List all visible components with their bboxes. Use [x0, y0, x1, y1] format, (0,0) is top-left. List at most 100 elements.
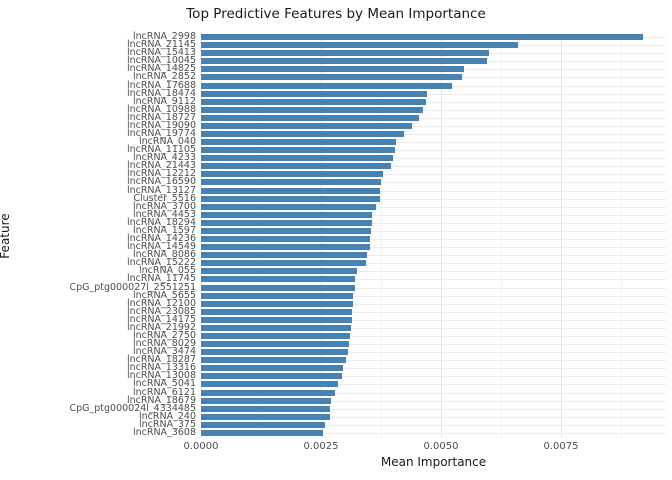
bar-lncRNA_14236 — [201, 236, 371, 243]
bar-lncRNA_11745 — [201, 276, 356, 283]
row-gridline — [201, 311, 666, 313]
y-tick-label: lncRNA_2852 — [132, 71, 196, 83]
bar-lncRNA_2750 — [201, 333, 351, 339]
bar-lncRNA_375 — [201, 421, 325, 428]
bar-lncRNA_8086 — [201, 252, 368, 259]
y-tick-label: lncRNA_18727 — [126, 111, 196, 123]
y-tick-label: lncRNA_10045 — [126, 55, 196, 67]
row-gridline — [201, 424, 666, 426]
row-gridline — [201, 198, 666, 200]
row-gridline — [201, 214, 666, 216]
y-tick-label: lncRNA_19090 — [126, 119, 196, 131]
row-gridline — [201, 206, 666, 208]
y-tick-label: lncRNA_5655 — [132, 289, 196, 301]
y-tick-label: lncRNA_18679 — [126, 394, 196, 406]
y-tick-label: lncRNA_17688 — [126, 79, 196, 91]
row-gridline — [201, 142, 666, 144]
row-gridline — [201, 327, 666, 329]
y-tick-label: lncRNA_13127 — [126, 184, 196, 196]
row-gridline — [201, 230, 666, 232]
y-tick-label: lncRNA_18287 — [126, 354, 196, 366]
plot-panel — [201, 33, 666, 437]
row-gridline — [201, 384, 666, 386]
y-tick-label: lncRNA_14236 — [126, 233, 196, 245]
y-tick-label: lncRNA_11745 — [126, 273, 196, 285]
row-gridline — [201, 400, 666, 402]
y-tick-label: lncRNA_13008 — [126, 370, 196, 382]
row-gridline — [201, 271, 666, 273]
row-gridline — [201, 408, 666, 410]
row-gridline — [201, 239, 666, 241]
row-gridline — [201, 174, 666, 176]
y-tick-label: lncRNA_2998 — [132, 31, 196, 43]
row-gridline — [201, 432, 666, 434]
bar-lncRNA_18294 — [201, 219, 372, 226]
bar-lncRNA_18679 — [201, 397, 332, 404]
row-gridline — [201, 360, 666, 362]
row-gridline — [201, 222, 666, 224]
bar-lncRNA_13316 — [201, 365, 344, 372]
y-tick-label: CpG_ptg000027l_2551251 — [69, 281, 196, 293]
bar-CpG_ptg000027l_2551251 — [201, 284, 355, 291]
bar-lncRNA_18727 — [201, 114, 420, 121]
bar-lncRNA_10045 — [201, 58, 488, 65]
bar-lncRNA_21443 — [201, 163, 392, 170]
row-gridline — [201, 93, 666, 95]
row-gridline — [201, 134, 666, 135]
row-gridline — [201, 392, 666, 394]
bar-lncRNA_14175 — [201, 316, 352, 323]
bar-lncRNA_3474 — [201, 349, 348, 356]
row-gridline — [201, 344, 666, 346]
y-tick-label: lncRNA_8086 — [132, 249, 196, 261]
row-gridline — [201, 109, 666, 111]
bar-lncRNA_6121 — [201, 389, 335, 396]
row-gridline — [201, 255, 666, 257]
x-axis-title: Mean Importance — [380, 455, 487, 469]
bar-Cluster_5516 — [201, 195, 380, 202]
y-tick-label: lncRNA_1597 — [132, 224, 196, 236]
minor-gridline — [501, 33, 502, 437]
bar-lncRNA_4233 — [201, 155, 393, 162]
bar-lncRNA_8029 — [201, 341, 350, 348]
y-tick-label: lncRNA_5041 — [132, 378, 196, 390]
row-gridline — [201, 319, 666, 321]
y-tick-label: lncRNA_15222 — [126, 257, 196, 269]
row-gridline — [201, 117, 666, 119]
y-tick-label: lncRNA_18474 — [126, 87, 196, 99]
y-tick-label: lncRNA_4233 — [132, 152, 196, 164]
row-gridline — [201, 190, 666, 192]
minor-gridline — [621, 33, 623, 437]
y-tick-label: lncRNA_14549 — [126, 241, 196, 253]
bar-lncRNA_040 — [201, 139, 396, 146]
y-tick-label: lncRNA_14175 — [126, 313, 196, 325]
y-tick-label: lncRNA_21992 — [126, 321, 196, 333]
row-gridline — [201, 376, 666, 378]
y-tick-label: lncRNA_21145 — [126, 39, 196, 51]
bar-lncRNA_14825 — [201, 66, 465, 73]
row-gridline — [201, 247, 666, 249]
bar-lncRNA_5655 — [201, 292, 354, 299]
bar-lncRNA_18287 — [201, 357, 346, 364]
bar-lncRNA_10988 — [201, 106, 423, 113]
bar-lncRNA_21145 — [201, 42, 518, 49]
y-tick-label: lncRNA_6121 — [132, 386, 196, 398]
bar-lncRNA_3700 — [201, 203, 377, 210]
row-gridline — [201, 158, 666, 160]
y-tick-label: lncRNA_19774 — [126, 128, 196, 139]
bar-lncRNA_2852 — [201, 74, 463, 81]
bar-lncRNA_4453 — [201, 211, 373, 218]
row-gridline — [201, 368, 666, 370]
y-tick-label: lncRNA_3474 — [132, 346, 196, 358]
x-tick-label: 0.0075 — [543, 441, 579, 452]
bar-lncRNA_17688 — [201, 82, 452, 89]
bar-lncRNA_14549 — [201, 244, 370, 251]
bar-lncRNA_12212 — [201, 171, 384, 178]
row-gridline — [201, 352, 666, 354]
major-gridline — [561, 33, 563, 437]
row-gridline — [201, 182, 666, 184]
y-tick-label: lncRNA_13316 — [126, 362, 196, 374]
x-axis-tick-labels: 0.0000 0.0025 0.0050 0.0075 — [184, 441, 666, 455]
bar-lncRNA_240 — [201, 413, 330, 420]
major-gridline — [321, 33, 322, 437]
